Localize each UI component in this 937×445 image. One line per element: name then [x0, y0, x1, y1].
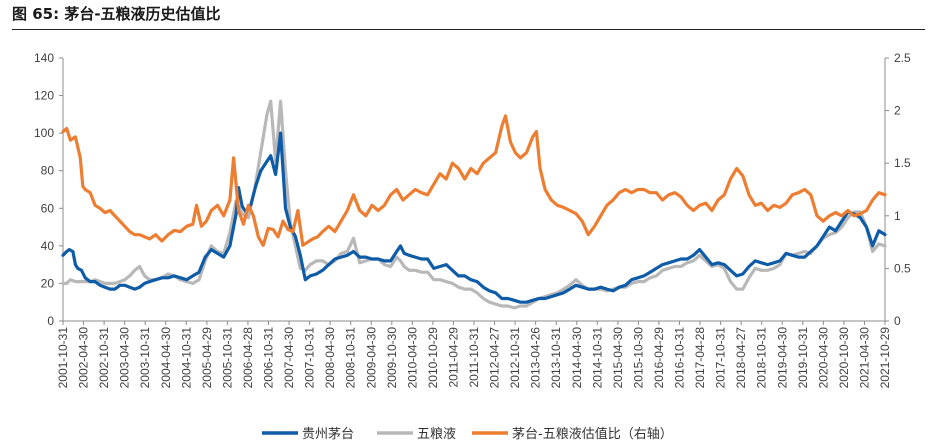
y2-tick-label: 1.5 — [894, 156, 911, 170]
x-tick-label: 2013-10-31 — [549, 327, 563, 389]
x-tick-label: 2014-04-30 — [570, 327, 584, 389]
x-tick-label: 2018-10-31 — [755, 327, 769, 389]
legend-label-0: 贵州茅台 — [302, 427, 354, 442]
y2-tick-label: 1 — [894, 209, 901, 223]
x-tick-label: 2006-04-28 — [241, 327, 255, 389]
x-tick-label: 2008-04-30 — [323, 327, 337, 389]
x-tick-label: 2021-04-30 — [857, 327, 871, 389]
y-tick-label: 0 — [47, 314, 54, 328]
x-tick-label: 2003-10-31 — [138, 327, 152, 389]
x-tick-label: 2012-10-31 — [508, 327, 522, 389]
x-tick-label: 2009-04-30 — [364, 327, 378, 389]
y2-tick-label: 2 — [894, 104, 901, 118]
series-line-2 — [61, 114, 887, 247]
title-rule — [12, 29, 925, 30]
x-tick-label: 2013-04-26 — [529, 327, 543, 389]
x-tick-label: 2009-10-30 — [385, 327, 399, 389]
x-tick-label: 2007-04-30 — [282, 327, 296, 389]
chart-axes: 0 20 40 60 80 100 120 140 0 0.5 1 1.5 2 2.5 2001-10-31… — [34, 51, 911, 388]
series-line-1 — [61, 99, 887, 310]
y2-tick-label: 0 — [894, 314, 901, 328]
x-tick-label: 2019-10-31 — [796, 327, 810, 389]
legend-label-1: 五粮液 — [417, 427, 456, 442]
y-tick-label: 140 — [34, 51, 54, 65]
x-tick-label: 2005-10-31 — [220, 327, 234, 389]
legend-label-2: 茅台-五粮液估值比（右轴） — [512, 426, 673, 442]
x-tick-label: 2016-10-31 — [673, 327, 687, 389]
x-tick-label: 2007-10-31 — [303, 327, 317, 389]
x-tick-label: 2019-04-30 — [775, 327, 789, 389]
x-tick-label: 2021-10-29 — [878, 327, 892, 389]
x-tick-label: 2010-04-30 — [405, 327, 419, 389]
x-tick-label: 2020-10-30 — [837, 327, 851, 389]
x-tick-label: 2015-10-30 — [631, 327, 645, 389]
x-tick-label: 2004-04-30 — [159, 327, 173, 389]
series-layer — [61, 99, 887, 310]
x-tick-label: 2017-04-28 — [693, 327, 707, 389]
y-tick-label: 40 — [41, 239, 55, 253]
x-tick-label: 2010-10-29 — [426, 327, 440, 389]
y-tick-label: 100 — [34, 126, 54, 140]
x-tick-label: 2011-10-31 — [467, 327, 481, 388]
x-tick-label: 2020-04-30 — [816, 327, 830, 389]
y2-tick-label: 0.5 — [894, 261, 911, 275]
y-tick-label: 80 — [41, 164, 55, 178]
figure-title: 图 65: 茅台-五粮液历史估值比 — [12, 5, 221, 23]
y-tick-label: 120 — [34, 89, 54, 103]
y-tick-label: 20 — [41, 276, 55, 290]
x-tick-label: 2003-04-30 — [118, 327, 132, 389]
chart-legend: 贵州茅台 五粮液 茅台-五粮液估值比（右轴） — [262, 426, 673, 442]
x-tick-label: 2015-04-30 — [611, 327, 625, 389]
x-tick-label: 2008-10-31 — [344, 327, 358, 389]
x-tick-label: 2011-04-29 — [446, 327, 460, 388]
x-tick-label: 2018-04-27 — [734, 327, 748, 389]
x-tick-label: 2002-10-31 — [97, 327, 111, 389]
x-tick-label: 2014-10-31 — [590, 327, 604, 389]
y2-tick-label: 2.5 — [894, 51, 911, 65]
y-tick-label: 60 — [41, 201, 55, 215]
x-tick-label: 2006-10-31 — [262, 327, 276, 389]
x-tick-label: 2017-10-31 — [714, 327, 728, 389]
x-tick-label: 2012-04-27 — [488, 327, 502, 389]
x-tick-label: 2005-04-29 — [200, 327, 214, 389]
series-line-0 — [61, 131, 887, 304]
x-tick-label: 2001-10-31 — [56, 327, 70, 389]
x-tick-label: 2002-04-30 — [77, 327, 91, 389]
x-tick-label: 2004-10-31 — [179, 327, 193, 389]
x-tick-label: 2016-04-29 — [652, 327, 666, 389]
